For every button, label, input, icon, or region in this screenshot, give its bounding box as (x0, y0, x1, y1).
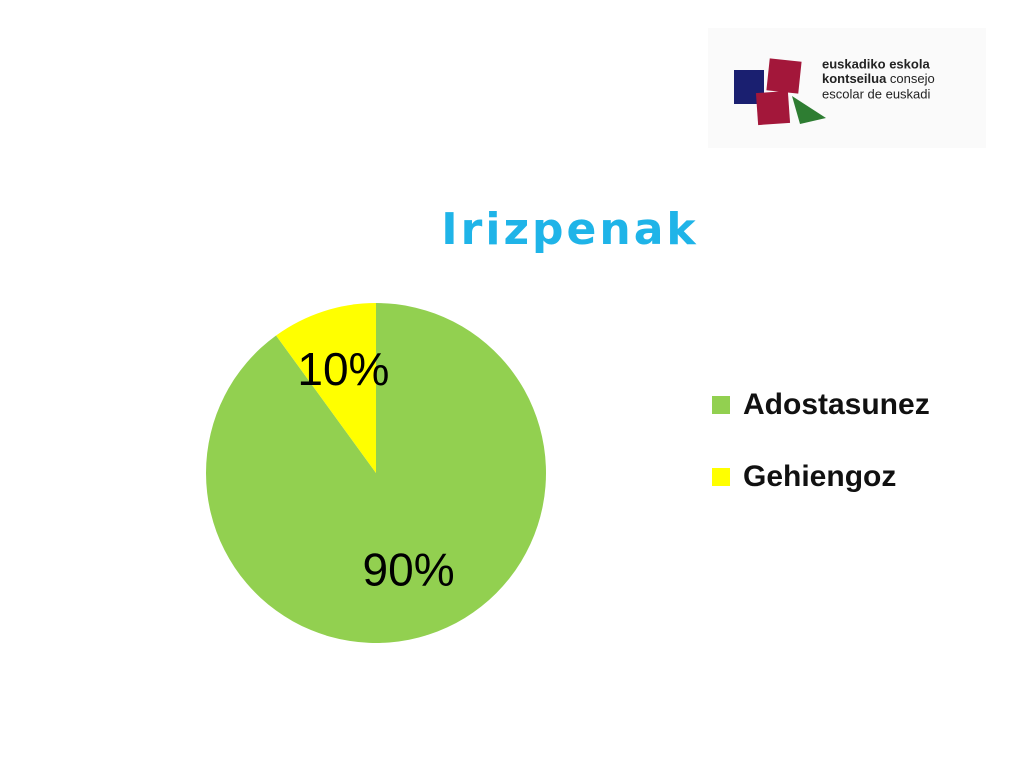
logo-block (766, 58, 802, 94)
logo-block (755, 90, 791, 126)
logo-text: kontseilua consejo (822, 71, 935, 86)
legend-label: Gehiengoz (743, 460, 896, 493)
chart-title: Irizpenak (441, 204, 698, 255)
data-label: 10% (297, 343, 389, 395)
pie-slice (276, 303, 376, 473)
logo-text: consejo (890, 71, 935, 86)
logo-text: kontseilua (822, 71, 887, 86)
data-label: 90% (363, 543, 455, 595)
legend-swatch (712, 468, 730, 486)
pie-slice (206, 303, 547, 643)
legend-label: Adostasunez (743, 388, 930, 421)
logo-block (792, 96, 826, 124)
legend-swatch (712, 396, 730, 414)
logo-text: euskadiko eskola (822, 56, 930, 71)
logo-text: escolar de euskadi (822, 86, 931, 101)
logo: euskadiko eskola kontseilua consejo esco… (708, 28, 986, 148)
